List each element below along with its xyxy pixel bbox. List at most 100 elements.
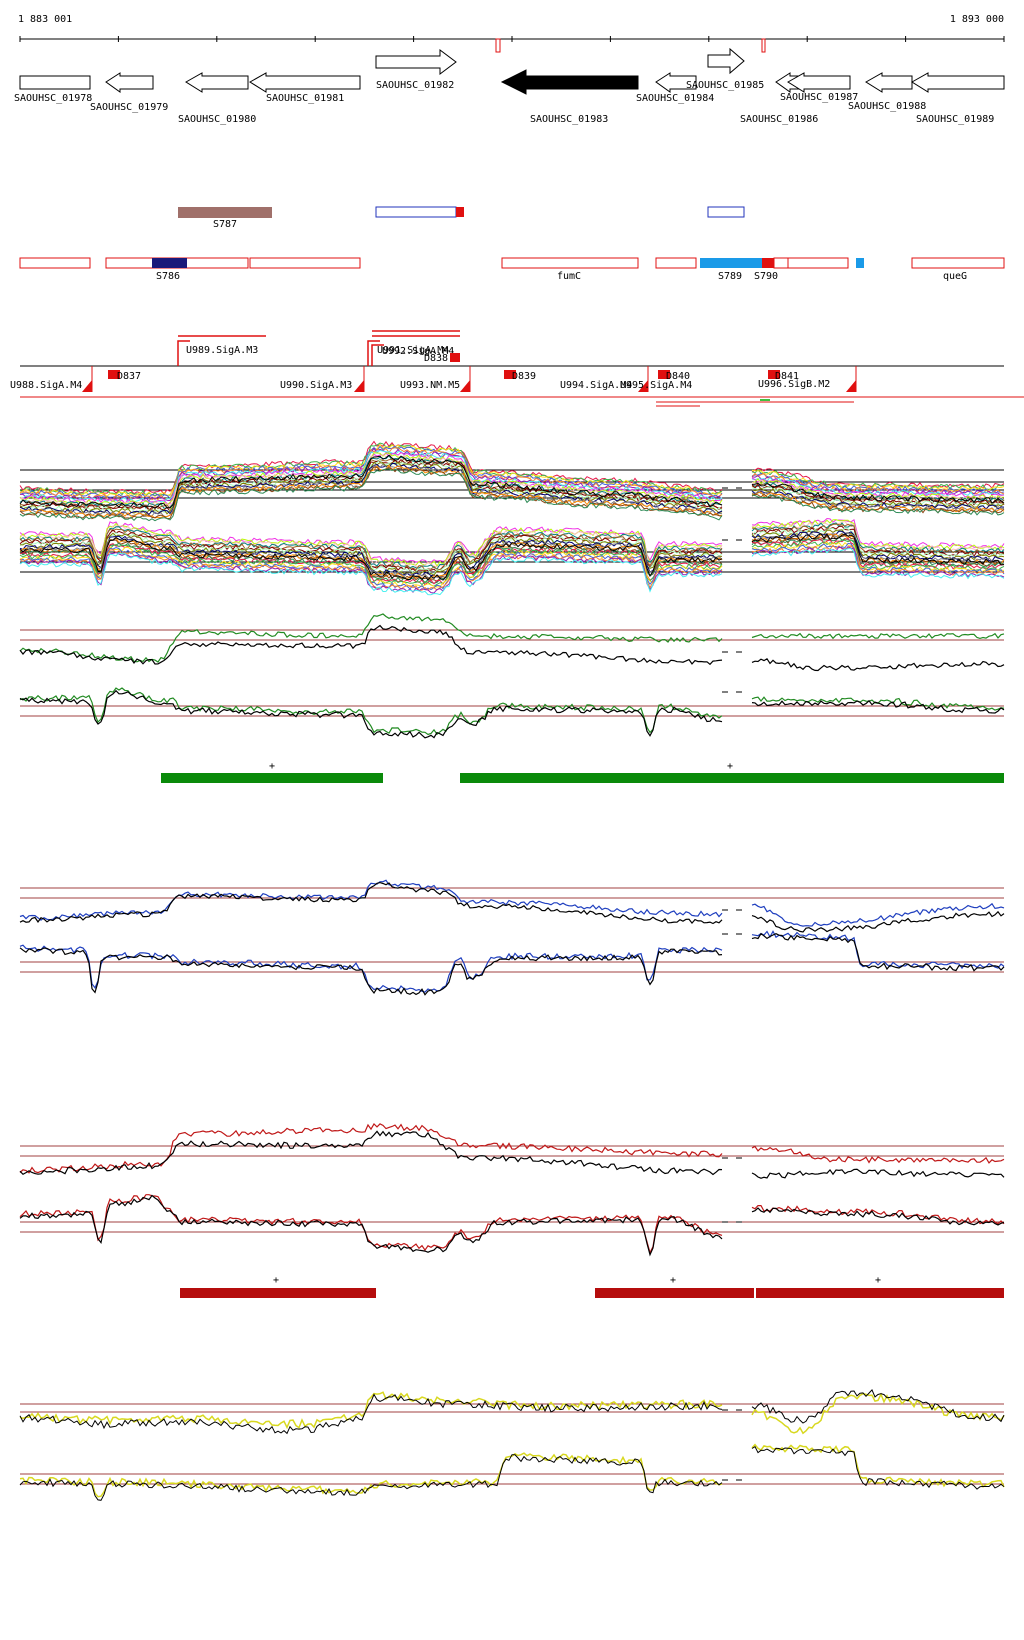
feature-box[interactable] [450,353,460,362]
feature-arrow[interactable] [367,340,380,366]
green-bar-plus-1: + [269,761,275,772]
track-line [19,1391,1005,1435]
segment-queg[interactable] [911,257,1005,269]
segments-upper-track: S787 [178,206,745,230]
track-line [19,689,1005,739]
track-line [19,519,1005,567]
segment-box[interactable] [707,206,745,218]
segment-fumc[interactable] [501,257,639,269]
feature-arrow[interactable] [354,380,364,392]
gene-arrow[interactable] [375,49,457,75]
feature-label: D840 [666,371,690,382]
gene-arrow[interactable] [249,72,361,93]
segment-label: queG [943,271,967,282]
gene-arrow[interactable] [787,72,851,93]
feature-track: U989.SigA.M3 U991.SigA.M4 U992.SigA.M4 D… [10,330,1024,407]
segment-marker [456,207,464,217]
track-line [19,533,1005,581]
feature-arrow[interactable] [371,344,384,366]
gene-track: SAOUHSC_01978 SAOUHSC_01979 SAOUHSC_0198… [14,47,1005,125]
gene-arrow[interactable] [185,72,249,93]
track-line [19,536,1005,584]
feature-label: D837 [117,371,141,382]
green-bar-track: + + [161,761,1004,783]
track-line [19,881,1005,933]
segment-s789[interactable] [700,258,762,268]
feature-box[interactable] [108,370,120,379]
segment-s787[interactable]: S787 [178,207,272,230]
feature-box[interactable] [768,370,780,379]
segment-s786[interactable] [152,258,187,268]
gene-saouhsc-01985[interactable]: SAOUHSC_01985 [686,47,764,91]
feature-arrow[interactable] [460,380,470,392]
gene-arrow[interactable] [911,72,1005,93]
gene-saouhsc-01983[interactable]: SAOUHSC_01983 [500,69,639,125]
green-bar-plus-2: + [727,761,733,772]
gene-arrow[interactable] [105,72,154,93]
track-line [19,1443,1005,1498]
green-bar[interactable] [460,773,1004,783]
gene-arrow[interactable] [655,72,697,93]
feature-box[interactable] [504,370,516,379]
feature-label: D838 [424,353,448,364]
track-line [19,932,1005,996]
feature-arrow[interactable] [177,340,190,366]
gene-label: SAOUHSC_01982 [376,80,454,91]
gene-saouhsc-01984[interactable]: SAOUHSC_01984 [636,72,714,104]
track-line [19,879,1005,927]
green-bar[interactable] [161,773,383,783]
track-line [19,454,1005,510]
feature-label: U996.SigB.M2 [758,379,830,390]
gene-arrow[interactable] [500,69,639,95]
track-line [19,613,1005,663]
gene-saouhsc-01988[interactable]: SAOUHSC_01988 [848,72,926,112]
gene-label: SAOUHSC_01983 [530,114,608,125]
gene-saouhsc-01989[interactable]: SAOUHSC_01989 [911,72,1005,125]
feature-label: U990.SigA.M3 [280,380,352,391]
gene-saouhsc-01980[interactable]: SAOUHSC_01980 [178,72,256,125]
segment-box[interactable] [773,257,789,269]
segment-marker [856,258,864,268]
ruler-marker [761,38,766,53]
feature-label: U994.SigA.M4 [560,380,632,391]
red-bar[interactable] [595,1288,754,1298]
gene-arrow[interactable] [865,72,913,93]
feature-arrow[interactable] [846,380,856,392]
feature-label: U995.SigA.M4 [620,380,692,391]
track-line [19,1123,1005,1174]
track-line [19,547,1005,596]
segment-s790[interactable] [762,258,774,268]
gene-label: SAOUHSC_01988 [848,101,926,112]
feature-label: U993.NM.M5 [400,380,460,391]
track-line [19,687,1005,736]
gene-saouhsc-01987[interactable]: SAOUHSC_01987 [780,72,858,103]
gene-label: SAOUHSC_01984 [636,93,714,104]
segment-label: fumC [557,271,581,282]
ruler-ticks [19,36,1005,42]
segment-box[interactable] [787,257,849,269]
gene-label: SAOUHSC_01985 [686,80,764,91]
red-bar[interactable] [756,1288,1004,1298]
gene-saouhsc-01979[interactable]: SAOUHSC_01979 [90,72,168,113]
ruler-end-label: 1 893 000 [950,14,1004,25]
gene-label: SAOUHSC_01986 [740,114,818,125]
segment-box[interactable] [19,257,91,269]
gene-saouhsc-01981[interactable]: SAOUHSC_01981 [249,72,361,104]
gene-saouhsc-01978[interactable]: SAOUHSC_01978 [14,75,92,104]
gene-arrow[interactable] [19,75,91,90]
gene-saouhsc-01982[interactable]: SAOUHSC_01982 [375,49,457,91]
track-line [19,624,1005,672]
red-bar[interactable] [180,1288,376,1298]
track-line [19,468,1005,522]
segment-box[interactable] [375,206,457,218]
segment-box[interactable] [178,207,272,218]
gene-arrow[interactable] [707,47,745,75]
feature-box[interactable] [658,370,670,379]
feature-arrow[interactable] [638,380,648,392]
segment-box[interactable] [249,257,361,269]
feature-arrow[interactable] [82,380,92,392]
segment-box[interactable] [655,257,697,269]
gene-label: SAOUHSC_01978 [14,93,92,104]
track-line [19,1445,1005,1501]
